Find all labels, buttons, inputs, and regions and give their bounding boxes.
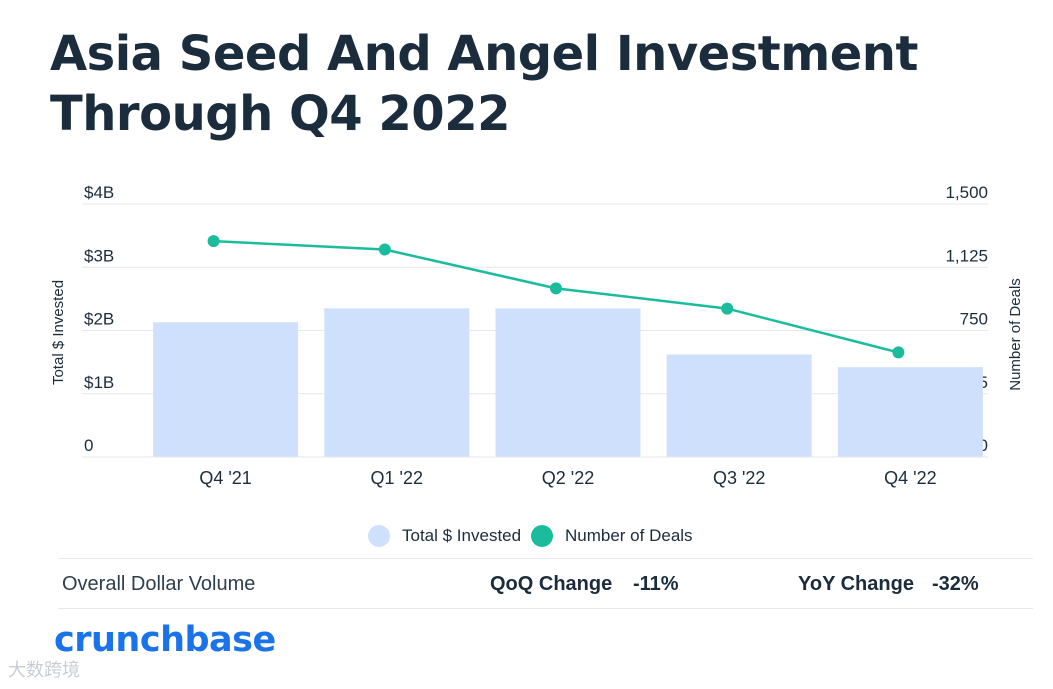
deals-point [207,235,220,248]
left-tick-label: 0 [84,436,93,455]
category-label: Q1 '22 [371,468,423,488]
legend-label-total-invested: Total $ Invested [402,526,522,545]
deals-point [378,243,391,256]
title-line-1: Asia Seed And Angel Investment [50,26,918,82]
title-line-2: Through Q4 2022 [50,86,510,142]
right-tick-label: 1,125 [945,246,988,265]
bar [495,308,641,457]
legend-item-total-invested: Total $ Invested [368,522,521,550]
legend-label-number-of-deals: Number of Deals [565,526,693,545]
deals-point [721,302,734,315]
bar [666,354,812,457]
divider-top [58,558,1033,559]
category-label: Q4 '22 [884,468,936,488]
legend: Total $ Invested Number of Deals [0,522,1053,550]
right-tick-label: 750 [960,310,988,329]
bar [837,367,983,457]
legend-swatch-line-icon [531,525,553,547]
summary-row: Overall Dollar Volume QoQ Change -11% Yo… [58,560,1033,608]
yoy-change-label: YoY Change [798,573,914,595]
category-label: Q4 '21 [199,468,251,488]
qoq-change-label: QoQ Change [490,573,613,595]
right-tick-label: 1,500 [945,183,988,202]
yoy-change-value: -32% [932,573,979,595]
right-tick-label: 0 [979,436,988,455]
chart-title: Asia Seed And Angel Investment Through Q… [50,24,950,144]
divider-bottom [58,608,1033,609]
left-tick-label: $3B [84,246,114,265]
left-tick-label: $4B [84,183,114,202]
category-label: Q3 '22 [713,468,765,488]
legend-item-number-of-deals: Number of Deals [531,522,693,550]
bar [153,322,299,457]
category-label: Q2 '22 [542,468,594,488]
crunchbase-logo: crunchbase [54,620,276,660]
left-tick-label: $1B [84,373,114,392]
left-axis-title: Total $ Invested [50,280,67,385]
overall-dollar-volume-label: Overall Dollar Volume [62,573,256,595]
deals-point [550,282,562,295]
left-tick-label: $2B [84,310,114,329]
right-axis-title: Number of Deals [1007,278,1024,391]
watermark-text: 大数跨境 [8,660,80,680]
legend-swatch-bar-icon [368,525,390,547]
qoq-change-value: -11% [633,573,679,595]
bar [324,308,470,457]
deals-point [892,346,905,359]
